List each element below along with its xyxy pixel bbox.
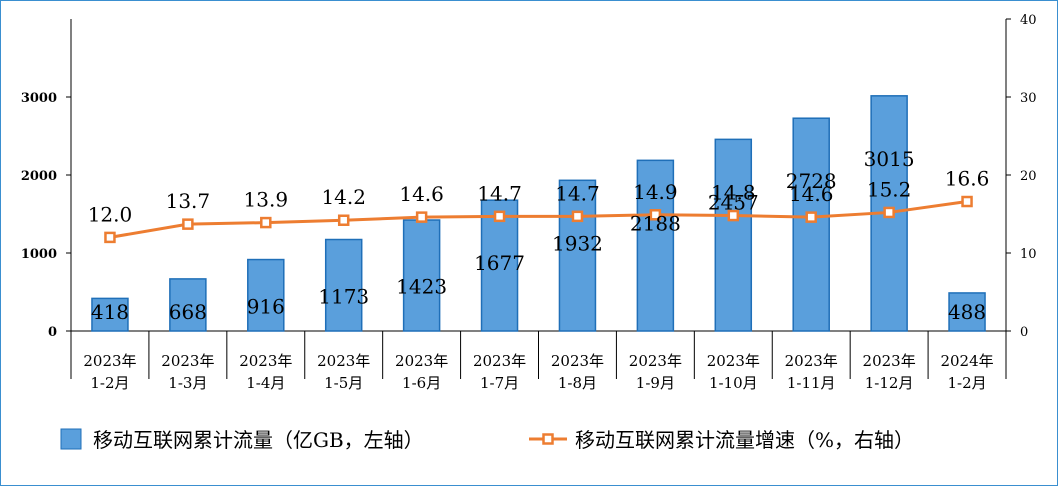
- growth-marker: [571, 210, 584, 223]
- x-tick-label-period: 1-3月: [168, 374, 207, 392]
- growth-value-label: 14.7: [555, 181, 600, 205]
- x-tick-label-period: 1-4月: [246, 374, 285, 392]
- x-tick-label-period: 1-6月: [402, 374, 441, 392]
- bar-value-label: 2728: [786, 169, 837, 193]
- growth-value-label: 13.9: [244, 188, 289, 212]
- growth-value-label: 14.8: [711, 181, 756, 205]
- growth-marker: [883, 206, 895, 219]
- growth-value-label: 14.2: [321, 185, 366, 209]
- right-axis-tick-label: 0: [1020, 325, 1028, 340]
- bar-value-label: 2188: [630, 211, 681, 235]
- growth-value-label: 15.2: [867, 177, 912, 201]
- growth-marker: [493, 210, 506, 223]
- bar-value-label: 668: [169, 300, 207, 324]
- bar-value-label: 2457: [708, 190, 759, 214]
- left-axis-tick-label: 2000: [21, 169, 57, 184]
- growth-value-label: 14.9: [633, 180, 678, 204]
- bar-value-label: 1932: [552, 231, 603, 255]
- x-tick-label-year: 2023年: [629, 352, 682, 370]
- bar: [324, 238, 363, 332]
- growth-value-label: 14.6: [399, 182, 444, 206]
- right-axis-tick-label: 10: [1020, 247, 1037, 262]
- growth-polyline: [109, 200, 968, 239]
- growth-marker: [415, 211, 428, 223]
- bar-value-label: 1677: [474, 251, 525, 275]
- bars: [91, 95, 986, 332]
- legend-bar-label: 移动互联网累计流量（亿GB，左轴）: [93, 428, 424, 452]
- bar: [558, 179, 597, 332]
- growth-marker: [337, 214, 350, 226]
- x-tick-label-period: 1-9月: [636, 374, 675, 392]
- legend: 移动互联网累计流量（亿GB，左轴） 移动互联网累计流量增速（%，右轴）: [60, 428, 914, 452]
- growth-value-label: 16.6: [945, 167, 990, 191]
- growth-marker: [182, 218, 194, 230]
- bar-value-label: 3015: [864, 147, 915, 171]
- growth-marker: [961, 195, 973, 208]
- x-tick-label-year: 2023年: [707, 352, 760, 370]
- x-tick-label-period: 1-2月: [947, 374, 986, 392]
- x-tick-label-year: 2023年: [473, 352, 526, 370]
- axes: 0 1000 2000 3000 0 10 20 30 40 2023年 1-2月 2023年 1-3月…: [21, 13, 1037, 392]
- left-axis-tick-label: 1000: [21, 247, 57, 262]
- x-tick-label-period: 1-10月: [709, 374, 758, 392]
- x-tick-label-year: 2023年: [551, 352, 604, 370]
- bar: [247, 258, 285, 332]
- bar: [91, 297, 129, 332]
- left-axis-tick-label: 3000: [21, 91, 57, 106]
- growth-value-label: 12.0: [88, 202, 133, 226]
- x-tick-label-period: 1-11月: [787, 374, 836, 392]
- x-tick-label-period: 1-7月: [480, 374, 519, 392]
- bar: [169, 278, 207, 332]
- legend-bar-swatch: [60, 428, 82, 450]
- growth-marker: [104, 231, 116, 244]
- bar: [948, 292, 986, 332]
- growth-value-label: 14.6: [789, 182, 834, 206]
- bar-value-label: 916: [247, 294, 285, 318]
- x-tick-label-period: 1-8月: [558, 374, 597, 392]
- x-tick-label-year: 2023年: [785, 352, 838, 370]
- growth-marker: [727, 209, 740, 222]
- x-tick-label-year: 2024年: [940, 352, 993, 370]
- bar-value-label: 1423: [396, 275, 447, 299]
- growth-value-label: 14.7: [477, 181, 522, 205]
- x-tick-label-period: 1-12月: [865, 374, 914, 392]
- left-axis-tick-label: 0: [48, 325, 57, 340]
- growth-marker: [260, 216, 272, 229]
- bar-value-label: 488: [948, 300, 986, 324]
- legend-line-marker: [542, 433, 554, 445]
- growth-line: [104, 195, 973, 244]
- x-tick-label-period: 1-2月: [90, 374, 129, 392]
- bar: [636, 159, 675, 332]
- growth-marker: [805, 211, 817, 223]
- legend-line-label: 移动互联网累计流量增速（%，右轴）: [575, 428, 914, 452]
- bar: [792, 117, 830, 332]
- right-axis-tick-label: 30: [1020, 91, 1037, 106]
- x-tick-label-year: 2023年: [83, 352, 136, 370]
- x-tick-label-year: 2023年: [863, 352, 916, 370]
- bar-value-label: 1173: [318, 284, 369, 308]
- right-axis-tick-label: 20: [1020, 169, 1037, 184]
- x-tick-label-period: 1-5月: [324, 374, 363, 392]
- growth-marker: [649, 209, 662, 221]
- x-tick-label-year: 2023年: [395, 352, 448, 370]
- right-axis-tick-label: 40: [1020, 13, 1037, 28]
- x-tick-label-year: 2023年: [317, 352, 370, 370]
- bar-value-label: 418: [91, 300, 129, 324]
- data-labels: 418 668 916 1173 1423 1677 1932 2188 2457 2728 301…: [88, 147, 990, 324]
- x-tick-label-year: 2023年: [239, 352, 292, 370]
- growth-value-label: 13.7: [166, 189, 211, 213]
- bar: [402, 219, 441, 332]
- x-tick-label-year: 2023年: [161, 352, 214, 370]
- bar: [714, 138, 753, 332]
